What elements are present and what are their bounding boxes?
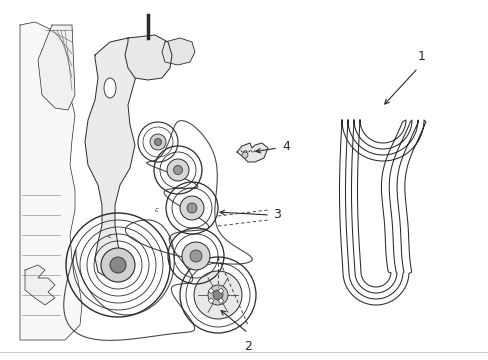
Circle shape [213, 290, 223, 300]
Circle shape [101, 248, 135, 282]
Polygon shape [162, 38, 195, 65]
Polygon shape [85, 38, 140, 278]
Bar [218, 298, 224, 303]
Bar [208, 288, 213, 294]
Circle shape [190, 250, 202, 262]
Circle shape [110, 257, 126, 273]
Polygon shape [38, 25, 75, 110]
Text: 3: 3 [272, 208, 280, 221]
Bar [208, 298, 213, 303]
Text: 1: 1 [417, 50, 425, 63]
Polygon shape [237, 143, 267, 162]
Bar [218, 288, 224, 294]
Ellipse shape [104, 78, 116, 98]
Circle shape [154, 139, 161, 145]
Circle shape [242, 152, 247, 158]
Text: 4: 4 [282, 139, 289, 153]
Text: 2: 2 [244, 340, 251, 353]
Circle shape [180, 196, 203, 220]
Circle shape [207, 285, 227, 305]
Polygon shape [125, 35, 172, 80]
Circle shape [173, 166, 182, 175]
Circle shape [167, 159, 189, 181]
Polygon shape [25, 265, 55, 305]
FancyArrowPatch shape [147, 17, 148, 18]
Text: c: c [155, 207, 159, 213]
Text: c: c [108, 233, 112, 239]
Circle shape [186, 203, 197, 213]
Polygon shape [20, 22, 82, 340]
Circle shape [150, 134, 165, 150]
Circle shape [182, 242, 209, 270]
Circle shape [194, 271, 242, 319]
